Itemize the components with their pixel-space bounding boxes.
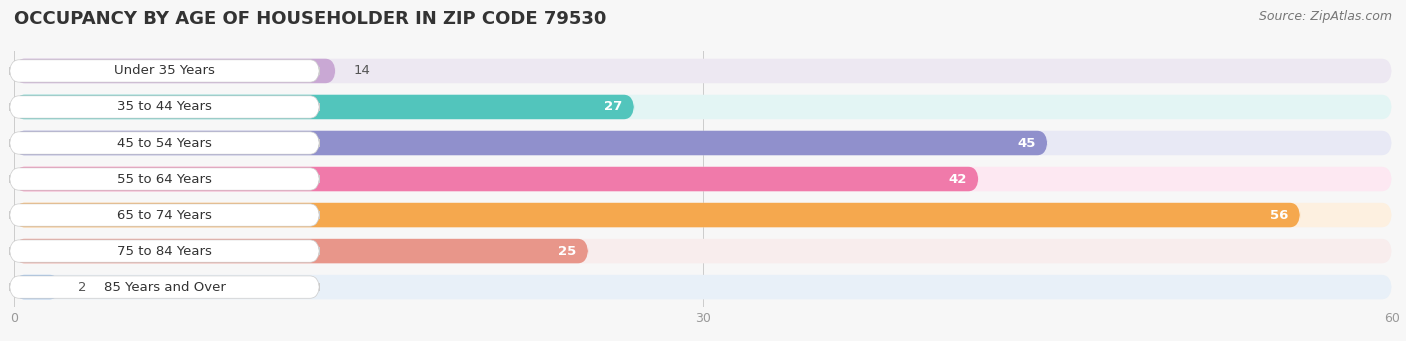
Text: 85 Years and Over: 85 Years and Over — [104, 281, 225, 294]
Text: 65 to 74 Years: 65 to 74 Years — [117, 209, 212, 222]
FancyBboxPatch shape — [14, 275, 1392, 299]
Text: 56: 56 — [1270, 209, 1289, 222]
FancyBboxPatch shape — [10, 60, 319, 82]
FancyBboxPatch shape — [10, 132, 319, 154]
Text: 45 to 54 Years: 45 to 54 Years — [117, 136, 212, 149]
Text: 42: 42 — [949, 173, 967, 186]
FancyBboxPatch shape — [14, 95, 1392, 119]
Text: 75 to 84 Years: 75 to 84 Years — [117, 244, 212, 257]
FancyBboxPatch shape — [14, 95, 634, 119]
FancyBboxPatch shape — [14, 167, 1392, 191]
FancyBboxPatch shape — [14, 59, 336, 83]
Text: 27: 27 — [605, 101, 623, 114]
FancyBboxPatch shape — [14, 203, 1392, 227]
FancyBboxPatch shape — [14, 131, 1392, 155]
FancyBboxPatch shape — [14, 239, 1392, 263]
FancyBboxPatch shape — [14, 59, 1392, 83]
FancyBboxPatch shape — [10, 204, 319, 226]
Text: 35 to 44 Years: 35 to 44 Years — [117, 101, 212, 114]
Text: 25: 25 — [558, 244, 576, 257]
Text: Source: ZipAtlas.com: Source: ZipAtlas.com — [1258, 10, 1392, 23]
FancyBboxPatch shape — [14, 131, 1047, 155]
FancyBboxPatch shape — [10, 96, 319, 118]
FancyBboxPatch shape — [14, 275, 60, 299]
Text: 2: 2 — [79, 281, 87, 294]
FancyBboxPatch shape — [14, 203, 1301, 227]
Text: OCCUPANCY BY AGE OF HOUSEHOLDER IN ZIP CODE 79530: OCCUPANCY BY AGE OF HOUSEHOLDER IN ZIP C… — [14, 10, 606, 28]
FancyBboxPatch shape — [10, 276, 319, 298]
Text: 45: 45 — [1018, 136, 1036, 149]
Text: Under 35 Years: Under 35 Years — [114, 64, 215, 77]
Text: 14: 14 — [354, 64, 371, 77]
FancyBboxPatch shape — [14, 239, 588, 263]
Text: 55 to 64 Years: 55 to 64 Years — [117, 173, 212, 186]
FancyBboxPatch shape — [14, 167, 979, 191]
FancyBboxPatch shape — [10, 240, 319, 262]
FancyBboxPatch shape — [10, 168, 319, 190]
